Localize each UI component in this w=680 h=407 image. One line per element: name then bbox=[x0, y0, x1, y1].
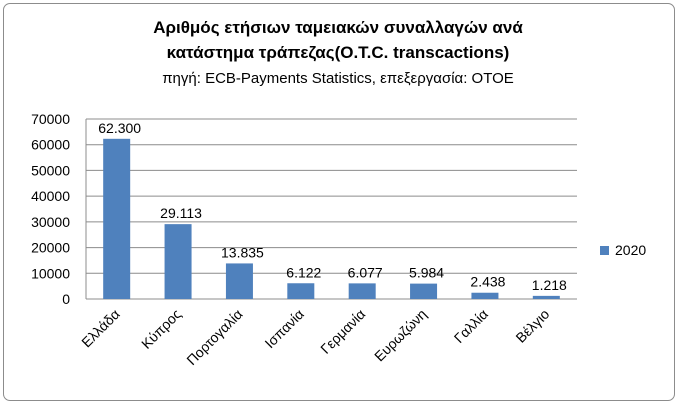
y-axis-ticks: 0 10000 20000 30000 40000 50000 60000 70000 bbox=[31, 111, 70, 307]
bar bbox=[225, 263, 253, 299]
x-tick-label: Ελλάδα bbox=[78, 306, 123, 351]
x-tick-label: Ισπανία bbox=[261, 306, 306, 351]
chart-title-line2: κατάστημα τράπεζας(O.T.C. transcactions) bbox=[167, 43, 510, 62]
x-tick-label: Γερμανία bbox=[317, 306, 368, 357]
y-tick-label: 70000 bbox=[31, 111, 70, 127]
legend-swatch bbox=[600, 246, 609, 255]
bar bbox=[348, 283, 376, 299]
legend-label: 2020 bbox=[615, 242, 646, 258]
y-tick-label: 20000 bbox=[31, 240, 70, 256]
data-label: 29.113 bbox=[160, 205, 202, 221]
x-tick-label: Ευρωζώνη bbox=[371, 306, 430, 365]
bar bbox=[410, 283, 438, 299]
bars bbox=[103, 138, 560, 299]
chart-subtitle: πηγή: ECB-Payments Statistics, επεξεργασ… bbox=[162, 70, 514, 87]
bar bbox=[103, 138, 131, 299]
data-label: 13.835 bbox=[221, 244, 264, 260]
data-label: 5.984 bbox=[409, 265, 444, 281]
y-tick-label: 30000 bbox=[31, 214, 70, 230]
chart-title-line1: Αριθμός ετήσιων ταμειακών συναλλαγών ανά bbox=[153, 18, 523, 37]
data-label: 6.077 bbox=[348, 264, 383, 280]
bar bbox=[471, 292, 499, 299]
data-label: 62.300 bbox=[98, 120, 141, 136]
y-tick-label: 0 bbox=[62, 291, 70, 307]
legend: 2020 bbox=[600, 242, 646, 258]
y-tick-label: 50000 bbox=[31, 162, 70, 178]
bar bbox=[164, 224, 192, 299]
data-label: 6.122 bbox=[286, 264, 321, 280]
x-tick-label: Βέλγιο bbox=[512, 306, 552, 346]
data-labels: 62.300 29.113 13.835 6.122 6.077 5.984 2.438 1.… bbox=[98, 120, 567, 293]
data-label: 2.438 bbox=[470, 274, 505, 290]
x-axis-ticks: Ελλάδα Κύπρος Πορτογαλία Ισπανία Γερμανία Ευρ… bbox=[78, 306, 552, 368]
y-tick-label: 40000 bbox=[31, 188, 70, 204]
y-tick-label: 60000 bbox=[31, 137, 70, 153]
y-tick-label: 10000 bbox=[31, 265, 70, 281]
x-tick-label: Πορτογαλία bbox=[183, 306, 245, 368]
bar bbox=[287, 283, 315, 299]
data-label: 1.218 bbox=[532, 277, 567, 293]
x-tick-label: Γαλλία bbox=[451, 306, 491, 346]
bar bbox=[532, 295, 560, 299]
x-tick-label: Κύπρος bbox=[138, 306, 184, 352]
